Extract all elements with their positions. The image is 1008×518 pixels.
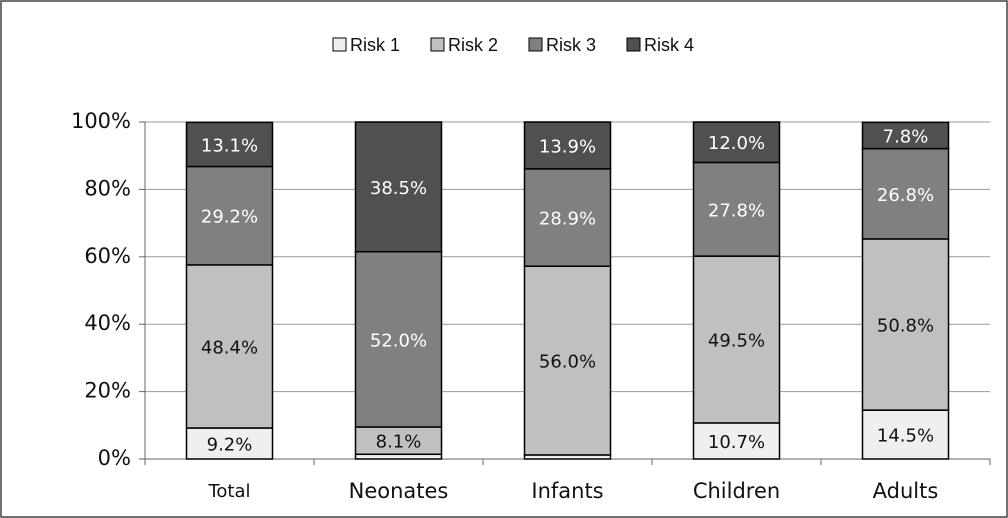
- bar-segment: [354, 426, 443, 456]
- bar-segment: [861, 238, 950, 411]
- bar-segment: [692, 422, 781, 460]
- bar-segment: [523, 168, 612, 267]
- y-tick-label: 80%: [84, 176, 131, 200]
- data-label: 26.8%: [877, 185, 934, 206]
- y-tick-label: 100%: [71, 109, 131, 133]
- legend-label: Risk 1: [350, 35, 400, 55]
- x-tick-label: Neonates: [349, 479, 449, 503]
- data-label: 10.7%: [708, 432, 765, 453]
- bar-segment: [523, 265, 612, 456]
- bar-segment: [523, 121, 612, 170]
- x-tick-label: Total: [207, 481, 250, 502]
- data-label: 7.8%: [883, 126, 929, 147]
- x-tick-label: Children: [693, 479, 780, 503]
- legend-label: Risk 3: [546, 35, 596, 55]
- data-label: 56.0%: [539, 352, 596, 373]
- y-tick-label: 40%: [84, 311, 131, 335]
- bar-segment: [185, 264, 274, 429]
- legend-swatch: [430, 37, 445, 52]
- bar-segment: [185, 165, 274, 266]
- bar-segment: [861, 121, 950, 150]
- legend-swatch: [528, 37, 543, 52]
- data-label: 38.5%: [370, 178, 427, 199]
- data-label: 49.5%: [708, 331, 765, 352]
- bar-segment: [861, 409, 950, 460]
- legend-label: Risk 2: [448, 35, 498, 55]
- y-tick-label: 60%: [84, 244, 131, 268]
- bar-segment: [354, 121, 443, 253]
- bar-segment: [692, 255, 781, 424]
- data-label: 27.8%: [708, 200, 765, 221]
- data-label: 28.9%: [539, 209, 596, 230]
- data-label: 12.0%: [708, 133, 765, 154]
- bar-segment: [185, 427, 274, 460]
- data-label: 29.2%: [201, 207, 258, 228]
- data-label: 13.1%: [201, 135, 258, 156]
- data-label: 8.1%: [376, 432, 422, 453]
- legend-label: Risk 4: [644, 35, 694, 55]
- data-label: 50.8%: [877, 316, 934, 337]
- y-tick-label: 20%: [84, 379, 131, 403]
- x-tick-label: Adults: [873, 479, 939, 503]
- data-label: 9.2%: [207, 434, 253, 455]
- bar-segment: [861, 147, 950, 240]
- legend-swatch: [332, 37, 347, 52]
- y-tick-label: 0%: [98, 446, 131, 470]
- x-tick-label: Infants: [531, 479, 603, 503]
- legend-swatch: [626, 37, 641, 52]
- data-label: 13.9%: [539, 136, 596, 157]
- data-label: 14.5%: [877, 426, 934, 447]
- bar-segment: [692, 121, 781, 164]
- bar-segment: [692, 161, 781, 257]
- bar-segment: [185, 121, 274, 168]
- data-label: 48.4%: [201, 337, 258, 358]
- data-label: 52.0%: [370, 330, 427, 351]
- bar-segment: [354, 250, 443, 428]
